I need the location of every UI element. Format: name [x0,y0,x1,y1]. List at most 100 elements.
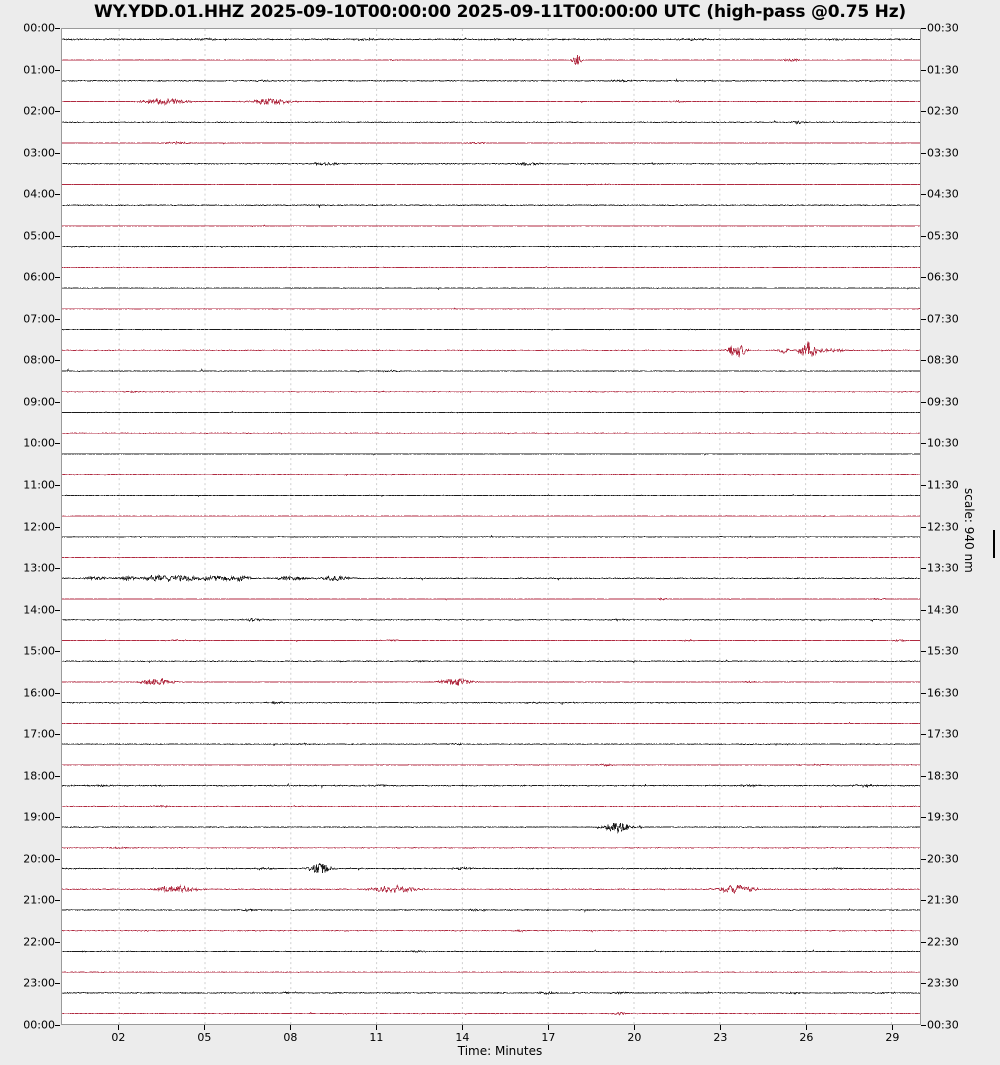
left-tick-mark [55,153,60,154]
left-time-label: 10:00 [23,436,55,450]
right-tick-mark [921,859,926,860]
left-time-label: 21:00 [23,893,55,907]
right-time-label: 00:30 [927,21,959,35]
left-tick-mark [55,194,60,195]
left-time-axis: 00:00 01:00 02:00 03:00 04:00 05:00 06:00 07:00… [0,0,58,1065]
right-time-label: 05:30 [927,229,959,243]
right-time-label: 06:30 [927,270,959,284]
seismogram-plot[interactable] [61,28,921,1025]
x-tick-mark [118,1025,119,1030]
left-tick-mark [55,1025,60,1026]
x-tick-mark [462,1025,463,1030]
right-tick-mark [921,111,926,112]
left-tick-mark [55,610,60,611]
left-time-label: 15:00 [23,644,55,658]
right-tick-mark [921,153,926,154]
left-time-label: 22:00 [23,935,55,949]
right-time-label: 20:30 [927,852,959,866]
left-time-label: 01:00 [23,63,55,77]
left-time-label: 20:00 [23,852,55,866]
x-tick-label: 29 [885,1031,900,1044]
right-time-label: 08:30 [927,353,959,367]
left-tick-mark [55,817,60,818]
left-tick-mark [55,942,60,943]
left-time-label: 03:00 [23,146,55,160]
x-tick-label: 17 [541,1031,556,1044]
right-tick-mark [921,70,926,71]
x-tick-mark [204,1025,205,1030]
x-tick-label: 05 [197,1031,212,1044]
right-tick-mark [921,610,926,611]
x-tick-mark [892,1025,893,1030]
left-time-label: 07:00 [23,312,55,326]
right-time-label: 10:30 [927,436,959,450]
left-time-label: 00:00 [23,21,55,35]
right-tick-mark [921,485,926,486]
right-time-label: 04:30 [927,187,959,201]
x-tick-label: 20 [627,1031,642,1044]
right-tick-mark [921,776,926,777]
left-tick-mark [55,319,60,320]
left-tick-mark [55,402,60,403]
x-tick-label: 14 [455,1031,470,1044]
right-time-label: 21:30 [927,893,959,907]
left-time-label: 05:00 [23,229,55,243]
left-time-label: 02:00 [23,104,55,118]
gridlines [118,29,892,1024]
left-tick-mark [55,236,60,237]
x-tick-mark [548,1025,549,1030]
right-tick-mark [921,277,926,278]
right-time-label: 23:30 [927,976,959,990]
left-tick-mark [55,859,60,860]
right-time-label: 19:30 [927,810,959,824]
left-tick-mark [55,734,60,735]
right-time-label: 11:30 [927,478,959,492]
scale-bar [993,530,995,558]
left-tick-mark [55,443,60,444]
trace-lines [62,37,920,1016]
x-tick-mark [634,1025,635,1030]
x-tick-mark [720,1025,721,1030]
left-time-label: 06:00 [23,270,55,284]
page-title: WY.YDD.01.HHZ 2025-09-10T00:00:00 2025-0… [94,2,906,22]
right-tick-mark [921,693,926,694]
scale-label: scale: 940 nm [962,488,976,573]
right-tick-mark [921,402,926,403]
left-tick-mark [55,70,60,71]
left-tick-mark [55,527,60,528]
right-time-label: 02:30 [927,104,959,118]
right-time-label: 13:30 [927,561,959,575]
right-tick-mark [921,360,926,361]
left-time-label: 11:00 [23,478,55,492]
left-time-label: 14:00 [23,603,55,617]
left-time-label: 12:00 [23,520,55,533]
x-tick-label: 26 [799,1031,814,1044]
left-time-label: 17:00 [23,727,55,741]
left-time-label: 19:00 [23,810,55,824]
right-time-label: 00:30 [927,1018,959,1032]
right-tick-mark [921,194,926,195]
scale-indicator: scale: 940 nm [962,488,996,598]
left-time-label: 08:00 [23,353,55,367]
right-tick-mark [921,443,926,444]
left-tick-mark [55,28,60,29]
right-time-label: 14:30 [927,603,959,617]
right-time-label: 22:30 [927,935,959,949]
right-time-label: 03:30 [927,146,959,160]
left-tick-mark [55,568,60,569]
x-tick-label: 02 [111,1031,126,1044]
left-time-label: 18:00 [23,769,55,783]
x-tick-label: 11 [369,1031,384,1044]
left-time-label: 09:00 [23,395,55,409]
right-tick-mark [921,900,926,901]
left-tick-mark [55,485,60,486]
left-tick-mark [55,360,60,361]
left-tick-mark [55,693,60,694]
right-time-axis: 00:30 01:30 02:30 03:30 04:30 05:30 06:30 07:30… [924,0,994,1065]
left-time-label: 16:00 [23,686,55,700]
right-tick-mark [921,28,926,29]
left-tick-mark [55,983,60,984]
right-tick-mark [921,817,926,818]
right-time-label: 18:30 [927,769,959,783]
